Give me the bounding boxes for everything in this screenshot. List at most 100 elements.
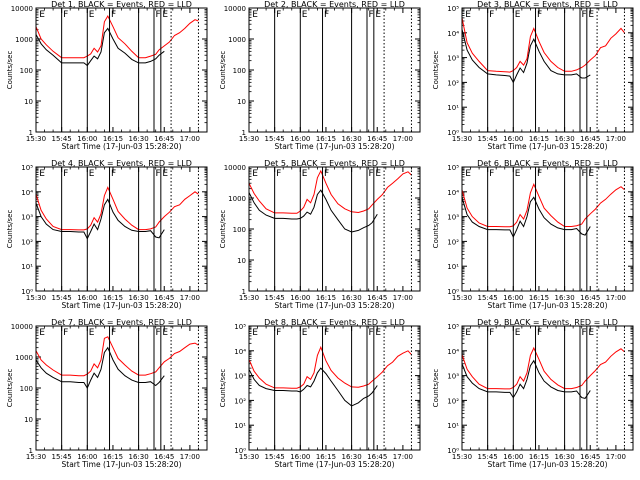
x-tick-label: 15:45 [265,135,285,143]
detector-panel-2: Det 2, BLACK = Events, RED = LLD 1 10 100 10… [219,0,421,151]
x-tick-label: 16:30 [342,294,362,302]
events-series-line [461,196,591,239]
x-tick-label: 17:00 [180,294,200,302]
y-axis-label: Counts/sec [219,51,227,90]
detector-panel-6: Det 6, BLACK = Events, RED = LLD 10⁰ 10¹ 10… [432,159,634,310]
y-tick-label: 10⁴ [21,189,33,197]
y-tick-label: 10³ [447,55,459,63]
x-axis-label: Start Time (17-Jun-03 15:28:20) [62,460,182,469]
x-tick-label: 16:45 [154,453,174,461]
x-tick-label: 16:30 [555,135,575,143]
y-tick-label: 10³ [447,373,459,381]
x-tick-label: 16:15 [529,453,549,461]
x-tick-label: 16:00 [77,135,97,143]
y-tick-label: 1 [29,129,33,137]
y-tick-label: 10 [237,98,246,106]
plot-frame [248,325,421,451]
event-flag-letter: F [368,328,373,338]
x-tick-label: 17:00 [606,294,626,302]
y-tick-label: 10³ [234,373,246,381]
x-axis-label: Start Time (17-Jun-03 15:28:20) [275,460,395,469]
detector-panel-9: Det 9, BLACK = Events, RED = LLD 10⁰ 10¹ 10… [432,318,634,469]
event-flag-letter: F [581,328,586,338]
y-tick-label: 10¹ [447,104,459,112]
event-flag-letter: E [465,10,471,20]
y-tick-label: 1000 [15,36,33,44]
y-tick-label: 10 [24,416,33,424]
events-series-line [461,29,591,84]
y-axis-label: Counts/sec [6,369,14,408]
event-flag-letter: E [302,328,308,338]
event-flag-letter: F [537,328,542,338]
x-tick-label: 16:30 [342,135,362,143]
x-tick-label: 15:30 [239,294,259,302]
event-flag-letter: E [465,169,471,179]
detector-panel-5: Det 5, BLACK = Events, RED = LLD 1 10 100 10… [219,159,421,310]
plot-frame [461,7,634,133]
y-tick-label: 10⁴ [447,189,459,197]
y-tick-label: 10¹ [447,422,459,430]
event-flag-letter: F [111,10,116,20]
y-tick-label: 10⁴ [447,348,459,356]
x-tick-label: 15:45 [478,294,498,302]
x-tick-label: 15:30 [452,453,472,461]
y-tick-label: 10⁵ [447,5,459,13]
event-flag-letter: E [162,10,168,20]
x-tick-label: 16:15 [316,453,336,461]
y-tick-label: 100 [233,67,246,75]
panel-title: Det 6, BLACK = Events, RED = LLD [477,159,618,168]
detector-panel-8: Det 8, BLACK = Events, RED = LLD 10⁰ 10¹ 10… [219,318,421,469]
event-flag-letter: F [63,10,68,20]
x-tick-label: 16:15 [103,453,123,461]
y-tick-label: 10² [21,238,33,246]
event-flag-letter: E [588,328,594,338]
x-tick-label: 16:45 [367,135,387,143]
event-flag-letter: F [63,169,68,179]
y-tick-label: 10¹ [447,263,459,271]
event-flag-letter: E [375,169,381,179]
x-tick-label: 15:45 [52,135,72,143]
y-tick-label: 10⁵ [447,323,459,331]
y-tick-label: 10⁵ [234,323,246,331]
y-tick-label: 10⁰ [234,447,246,455]
x-tick-label: 15:45 [52,453,72,461]
x-axis-label: Start Time (17-Jun-03 15:28:20) [488,460,608,469]
plot-frame [248,166,421,292]
event-flag-letter: F [368,169,373,179]
x-tick-label: 16:45 [367,453,387,461]
y-tick-label: 10⁴ [234,348,246,356]
x-tick-label: 16:30 [129,294,149,302]
plot-frame [35,166,208,292]
event-flag-letter: F [276,328,281,338]
y-axis-label: Counts/sec [6,51,14,90]
event-flag-letter: F [489,328,494,338]
y-tick-label: 10 [237,257,246,265]
y-tick-label: 10 [24,98,33,106]
x-tick-label: 16:30 [342,453,362,461]
y-tick-label: 10000 [224,164,246,172]
detector-panel-3: Det 3, BLACK = Events, RED = LLD 10⁰ 10¹ 10… [432,0,634,151]
event-flag-letter: F [489,10,494,20]
plot-frame [35,325,208,451]
x-tick-label: 16:15 [529,135,549,143]
x-tick-label: 15:30 [452,135,472,143]
event-flag-letter: E [162,169,168,179]
events-series-line [35,198,165,240]
y-tick-label: 10000 [11,323,33,331]
panel-title: Det 4, BLACK = Events, RED = LLD [51,159,192,168]
x-tick-label: 16:45 [154,135,174,143]
x-tick-label: 17:00 [393,135,413,143]
y-tick-label: 10⁰ [21,288,33,296]
event-flag-letter: F [324,169,329,179]
x-tick-label: 16:00 [503,294,523,302]
x-tick-label: 16:00 [503,453,523,461]
x-tick-label: 15:30 [452,294,472,302]
event-flag-letter: E [515,169,521,179]
y-tick-label: 10² [447,79,459,87]
y-tick-label: 1000 [228,36,246,44]
lld-series-line [461,346,625,390]
x-tick-label: 15:45 [52,294,72,302]
panel-title: Det 2, BLACK = Events, RED = LLD [264,0,405,9]
x-tick-label: 16:15 [103,135,123,143]
event-flag-letter: F [368,10,373,20]
